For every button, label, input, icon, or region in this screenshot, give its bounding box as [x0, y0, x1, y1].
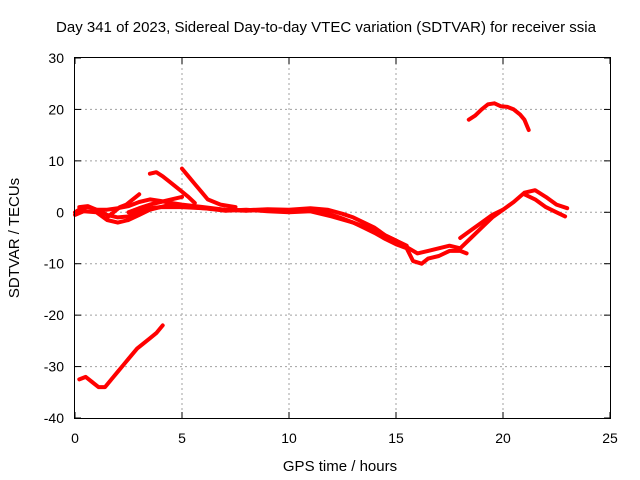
y-tick-label: 10 — [48, 153, 64, 169]
x-tick-label: 10 — [281, 430, 297, 446]
y-axis-title: SDTVAR / TECUs — [6, 178, 23, 298]
x-tick-label: 25 — [602, 430, 618, 446]
y-tick-label: -20 — [44, 307, 64, 323]
series-line-arc-spur-2 — [147, 170, 197, 205]
y-tick-label: 20 — [48, 101, 64, 117]
series-line-arc-right-a — [458, 188, 570, 240]
x-tick-label: 15 — [388, 430, 404, 446]
y-tick-label: -40 — [44, 410, 64, 426]
series-line-arc-spur-3 — [180, 166, 238, 210]
series-line-arc-spur-1 — [105, 192, 142, 220]
y-tick-label: -30 — [44, 359, 64, 375]
series-line-arc-high-right — [466, 101, 531, 132]
x-tick-label: 20 — [495, 430, 511, 446]
x-axis-title: GPS time / hours — [283, 458, 397, 475]
x-tick-label: 5 — [178, 430, 186, 446]
plot-frame — [74, 57, 611, 419]
series-group — [73, 101, 570, 390]
chart-title: Day 341 of 2023, Sidereal Day-to-day VTE… — [56, 19, 597, 36]
series-line-arc-main-b — [73, 205, 505, 256]
series-line-arc-low-left — [77, 323, 165, 390]
series-line-arc-spur-4 — [126, 194, 184, 215]
series-line-arc-right-b — [522, 192, 568, 219]
series-line-arc-main-a — [73, 202, 469, 266]
x-tick-label: 0 — [71, 430, 79, 446]
y-tick-label: 30 — [48, 50, 64, 66]
y-tick-label: -10 — [44, 256, 64, 272]
grid — [75, 58, 610, 418]
y-tick-label: 0 — [56, 204, 64, 220]
